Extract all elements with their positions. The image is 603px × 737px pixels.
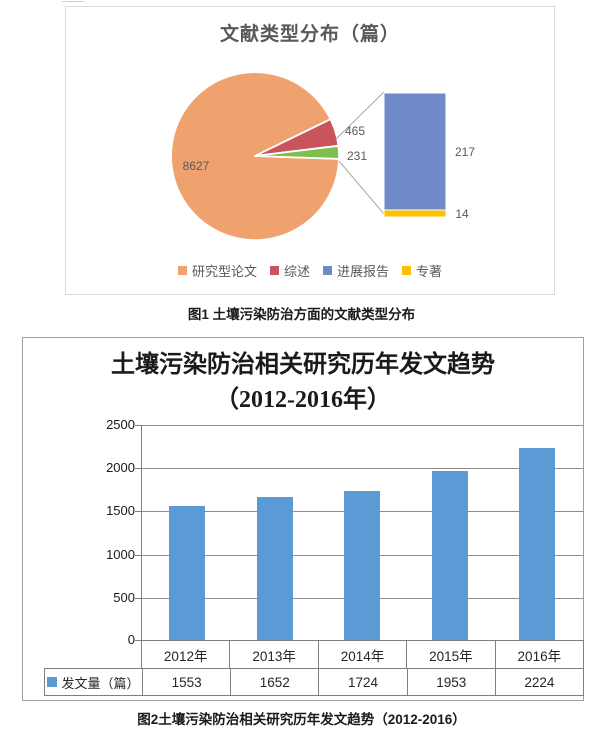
gridline-2000 (141, 468, 583, 469)
series-legend-label: 发文量（篇） (61, 675, 140, 691)
legend-label-review: 综述 (283, 264, 310, 279)
bar-of-pie-chart: 8627 465 231 217 14 (170, 71, 475, 242)
value-label-other: 231 (347, 149, 367, 163)
y-axis-label-500: 500 (113, 590, 135, 605)
data-table-row: 发文量（篇） 1553 1652 1724 1953 2224 (44, 668, 584, 696)
pie-chart-legend: 研究型论文 综述 进展报告 专著 (66, 261, 554, 280)
figure2-caption: 图2土壤污染防治相关研究历年发文趋势（2012-2016） (137, 712, 466, 727)
year-cell: 2016年 (494, 641, 583, 668)
bar-2014 (344, 491, 380, 640)
y-axis-line (141, 425, 142, 641)
category-row: 2012年 2013年 2014年 2015年 2016年 (141, 640, 584, 668)
pie-chart-panel: 8627 465 231 217 14 文献类型分布（篇） 研究型论文 综述 进… (65, 6, 555, 295)
legend-item-review: 综述 (269, 261, 310, 280)
y-axis-label-2500: 2500 (106, 417, 135, 432)
breakout-bar-monograph (383, 209, 447, 218)
bar-2012 (169, 506, 205, 640)
value-label-report: 217 (455, 145, 475, 159)
value-cell: 1652 (230, 669, 318, 695)
year-cell: 2014年 (317, 641, 406, 668)
series-legend-swatch (47, 677, 58, 687)
figure1-caption: 图1 土壤污染防治方面的文献类型分布 (187, 307, 416, 322)
legend-item-research: 研究型论文 (177, 261, 257, 280)
bar-chart-title: 土壤污染防治相关研究历年发文趋势 （2012-2016年） (23, 348, 583, 418)
value-label-monograph: 14 (455, 207, 469, 221)
legend-swatch-report (323, 266, 332, 275)
y-axis-label-0: 0 (127, 632, 135, 647)
value-label-review: 465 (345, 124, 365, 138)
pie-chart-title: 文献类型分布（篇） (219, 24, 400, 45)
value-cell: 2224 (494, 669, 583, 695)
value-label-research: 8627 (183, 159, 210, 173)
y-axis-label-1500: 1500 (106, 503, 135, 518)
value-cell: 1553 (142, 669, 230, 695)
page-border-fragment (62, 1, 84, 2)
bar-2013 (257, 497, 293, 640)
year-cell: 2013年 (229, 641, 317, 668)
year-cell: 2015年 (406, 641, 494, 668)
y-tick-1000 (135, 555, 141, 556)
gridline-2500 (141, 425, 583, 426)
y-axis-label-1000: 1000 (106, 547, 135, 562)
y-tick-1500 (135, 511, 141, 512)
legend-label-report: 进展报告 (337, 264, 390, 279)
legend-swatch-monograph (402, 266, 412, 275)
value-cell: 1724 (318, 669, 406, 695)
year-cell: 2012年 (163, 648, 208, 664)
y-tick-0 (135, 640, 141, 641)
legend-swatch-review (269, 266, 279, 275)
y-axis-label-2000: 2000 (106, 460, 135, 475)
legend-label-monograph: 专著 (416, 264, 443, 279)
legend-item-report: 进展报告 (323, 261, 389, 280)
bar-chart-title-line1: 土壤污染防治相关研究历年发文趋势 (111, 352, 495, 378)
legend-swatch-research (177, 266, 187, 275)
legend-label-research: 研究型论文 (191, 264, 257, 279)
bar-chart-panel: 土壤污染防治相关研究历年发文趋势 （2012-2016年） 2500 2000 … (22, 337, 584, 701)
value-cell: 1953 (406, 669, 495, 695)
y-tick-2500 (135, 425, 141, 426)
bar-chart-title-line2: （2012-2016年） (215, 387, 391, 413)
bar-2015 (432, 471, 468, 640)
y-tick-2000 (135, 468, 141, 469)
leader-line-top (335, 91, 385, 140)
breakout-bar-report (383, 92, 447, 211)
series-legend: 发文量（篇） (45, 669, 142, 695)
leader-line-bottom (338, 160, 385, 215)
pie-slice-other (254, 144, 340, 160)
y-tick-500 (135, 598, 141, 599)
bar-2016 (519, 448, 555, 640)
legend-item-monograph: 专著 (402, 261, 442, 280)
